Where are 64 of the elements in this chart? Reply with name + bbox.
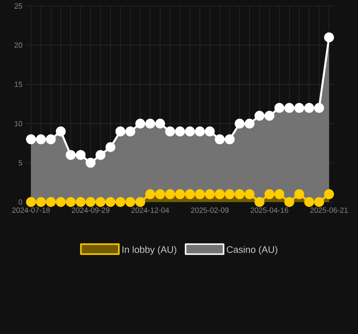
point bbox=[184, 126, 195, 136]
point bbox=[125, 197, 136, 207]
point bbox=[115, 126, 126, 136]
point bbox=[314, 197, 324, 207]
point bbox=[284, 102, 294, 113]
point bbox=[244, 118, 255, 129]
legend-label: Casino (AU) bbox=[226, 246, 278, 255]
point bbox=[86, 197, 96, 207]
point bbox=[294, 102, 304, 113]
point bbox=[224, 189, 235, 200]
point bbox=[36, 134, 46, 144]
point bbox=[175, 126, 185, 136]
point bbox=[184, 189, 195, 200]
point bbox=[214, 189, 225, 200]
point bbox=[254, 110, 264, 121]
point bbox=[155, 118, 166, 129]
point bbox=[66, 150, 76, 160]
point bbox=[76, 150, 86, 160]
point bbox=[175, 189, 185, 200]
point bbox=[96, 197, 106, 207]
point bbox=[105, 197, 116, 207]
point bbox=[204, 126, 215, 136]
point bbox=[214, 134, 225, 144]
point bbox=[234, 189, 245, 200]
point bbox=[165, 189, 176, 200]
point bbox=[26, 134, 36, 144]
point bbox=[274, 102, 284, 113]
point bbox=[96, 150, 106, 160]
point bbox=[314, 102, 324, 113]
legend-label: In lobby (AU) bbox=[122, 246, 176, 255]
point bbox=[115, 197, 126, 207]
point bbox=[135, 197, 146, 207]
point bbox=[304, 102, 314, 113]
point bbox=[304, 197, 314, 207]
point bbox=[284, 197, 294, 207]
point bbox=[46, 197, 56, 207]
point bbox=[194, 126, 205, 136]
point bbox=[264, 189, 274, 200]
point bbox=[234, 118, 245, 129]
point bbox=[105, 142, 116, 152]
point bbox=[254, 197, 264, 207]
point bbox=[36, 197, 46, 207]
point bbox=[165, 126, 176, 136]
point bbox=[26, 197, 36, 207]
point bbox=[125, 126, 136, 136]
point bbox=[324, 32, 334, 42]
point bbox=[194, 189, 205, 200]
point bbox=[56, 197, 66, 207]
point bbox=[324, 189, 334, 200]
point bbox=[224, 134, 235, 144]
point bbox=[76, 197, 86, 207]
point bbox=[46, 134, 56, 144]
point bbox=[66, 197, 76, 207]
point bbox=[204, 189, 215, 200]
point bbox=[145, 189, 156, 200]
point bbox=[155, 189, 166, 200]
point bbox=[294, 189, 304, 200]
point bbox=[56, 126, 66, 136]
point bbox=[244, 189, 255, 200]
point bbox=[274, 189, 284, 200]
point bbox=[145, 118, 156, 129]
point bbox=[86, 158, 96, 168]
point bbox=[264, 110, 274, 121]
point bbox=[135, 118, 146, 129]
